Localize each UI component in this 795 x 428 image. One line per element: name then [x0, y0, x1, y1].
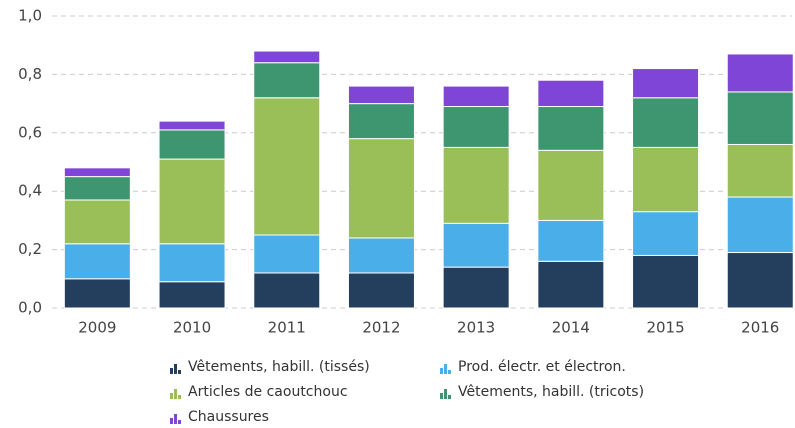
bar-segment [632, 97, 700, 148]
bar-segment [63, 243, 131, 280]
bar-segment [347, 272, 415, 309]
legend-swatch [174, 414, 177, 424]
legend-swatch [174, 389, 177, 399]
legend-swatch [444, 389, 447, 399]
bar-segment [537, 149, 605, 221]
legend-item: Prod. électr. et électron. [440, 359, 626, 375]
x-tick-label: 2012 [362, 319, 400, 337]
bar-segment [63, 278, 131, 309]
bar-segment [442, 146, 510, 224]
legend-label: Articles de caoutchouc [188, 384, 348, 400]
legend-swatch [448, 370, 451, 374]
legend-swatch [448, 395, 451, 399]
x-tick-label: 2016 [741, 319, 779, 337]
bar-segment [63, 176, 131, 201]
bar-segment [537, 79, 605, 108]
legend-swatch [170, 368, 173, 374]
bar-segment [632, 254, 700, 309]
y-tick-label: 1,0 [18, 7, 42, 25]
bar-segment [632, 146, 700, 213]
bar-segment [442, 222, 510, 268]
bar-segment [442, 85, 510, 108]
bar-segment [158, 158, 226, 245]
legend-swatch [444, 364, 447, 374]
x-tick-label: 2014 [552, 319, 590, 337]
y-tick-label: 0,4 [18, 182, 42, 200]
bar-segment [726, 91, 794, 145]
bar-segment [158, 281, 226, 309]
legend-label: Vêtements, habill. (tricots) [458, 384, 644, 400]
bar-segment [158, 129, 226, 160]
legend-swatch [174, 364, 177, 374]
bar-segment [63, 199, 131, 245]
bar-segment [726, 53, 794, 93]
y-tick-label: 0,8 [18, 65, 42, 83]
bar-segment [537, 106, 605, 151]
bar-segment [726, 252, 794, 309]
legend-swatch [170, 418, 173, 424]
bar-segment [347, 237, 415, 274]
legend-swatch [178, 395, 181, 399]
x-tick-label: 2015 [646, 319, 684, 337]
x-tick-label: 2011 [268, 319, 306, 337]
bar-segment [726, 143, 794, 198]
bar-segment [63, 167, 131, 178]
legend-label: Chaussures [188, 409, 269, 425]
bar-segment [158, 120, 226, 131]
bar-segment [632, 68, 700, 99]
legend-swatch [440, 368, 443, 374]
bar-segment [158, 243, 226, 283]
bar-segment [253, 97, 321, 236]
legend-label: Vêtements, habill. (tissés) [188, 359, 370, 375]
legend-swatch [170, 393, 173, 399]
bar-segment [442, 266, 510, 309]
legend-swatch [178, 420, 181, 424]
legend-item: Vêtements, habill. (tricots) [440, 384, 644, 400]
bar-segment [253, 272, 321, 309]
bar-segment [347, 85, 415, 105]
bar-segment [442, 106, 510, 148]
legend-swatch [440, 393, 443, 399]
bar-segment [253, 62, 321, 99]
x-tick-label: 2010 [173, 319, 211, 337]
legend-item: Articles de caoutchouc [170, 384, 348, 400]
y-tick-label: 0,0 [18, 299, 42, 317]
bar-segment [726, 196, 794, 254]
bar-segment [347, 103, 415, 140]
bar-segment [537, 260, 605, 309]
bar-segment [253, 50, 321, 64]
x-tick-label: 2013 [457, 319, 495, 337]
bar-segment [632, 211, 700, 256]
legend-item: Vêtements, habill. (tissés) [170, 359, 370, 375]
bar-segment [253, 234, 321, 274]
bar-segment [347, 138, 415, 239]
legend-label: Prod. électr. et électron. [458, 359, 626, 375]
bar-segment [537, 219, 605, 262]
legend-item: Chaussures [170, 409, 269, 425]
y-tick-label: 0,6 [18, 123, 42, 141]
x-tick-label: 2009 [78, 319, 116, 337]
y-tick-label: 0,2 [18, 240, 42, 258]
legend-swatch [178, 370, 181, 374]
